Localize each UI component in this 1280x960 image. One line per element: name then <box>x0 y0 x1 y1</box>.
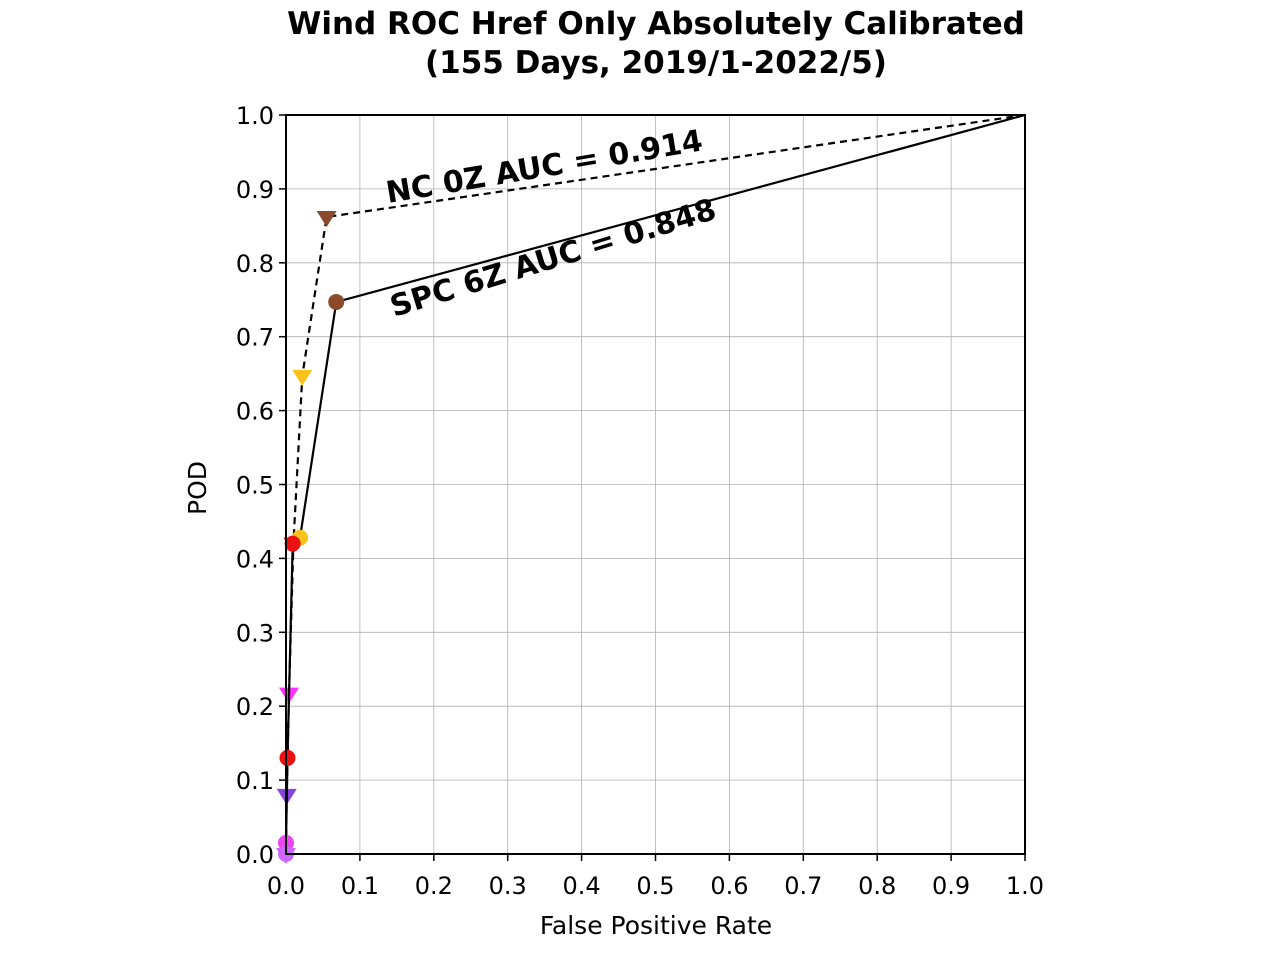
series-1-point <box>284 535 301 552</box>
x-tick-label: 0.7 <box>784 872 822 900</box>
y-tick-label: 0.1 <box>236 767 274 795</box>
y-tick-label: 0.5 <box>236 472 274 500</box>
y-tick-label: 0.2 <box>236 693 274 721</box>
x-tick-label: 0.8 <box>858 872 896 900</box>
x-tick-label: 0.9 <box>932 872 970 900</box>
axis-ticks: 0.0 0.1 0.2 0.3 0.4 0.5 0.6 0.7 0.8 0.9 1.0 0.0 0.1 0… <box>236 102 1044 900</box>
chart-title-line-2: (155 Days, 2019/1-2022/5) <box>425 45 887 81</box>
x-tick-label: 0.6 <box>710 872 748 900</box>
x-tick-label: 0.0 <box>267 872 305 900</box>
x-axis-label: False Positive Rate <box>540 911 772 940</box>
x-tick-label: 0.1 <box>341 872 379 900</box>
y-tick-label: 1.0 <box>236 102 274 130</box>
x-tick-label: 0.2 <box>415 872 453 900</box>
series-1-point <box>328 293 345 310</box>
series-0-point <box>292 369 313 386</box>
y-tick-label: 0.7 <box>236 324 274 352</box>
nc-0z-auc-annotation: NC 0Z AUC = 0.914 <box>384 124 706 211</box>
y-tick-label: 0.8 <box>236 250 274 278</box>
y-tick-label: 0.6 <box>236 398 274 426</box>
x-tick-label: 0.4 <box>563 872 601 900</box>
x-tick-label: 0.5 <box>636 872 674 900</box>
plot-frame <box>285 114 1026 855</box>
chart-title-line-1: Wind ROC Href Only Absolutely Calibrated <box>287 6 1025 42</box>
y-tick-label: 0.4 <box>236 545 274 573</box>
spc-6z-auc-annotation: SPC 6Z AUC = 0.848 <box>386 192 720 325</box>
y-tick-label: 0.0 <box>236 841 274 869</box>
x-tick-label: 0.3 <box>489 872 527 900</box>
series-1-point <box>279 749 296 766</box>
series-0-point <box>316 210 337 227</box>
y-axis-label: POD <box>183 461 212 515</box>
y-tick-label: 0.9 <box>236 176 274 204</box>
y-tick-label: 0.3 <box>236 619 274 647</box>
x-tick-label: 1.0 <box>1006 872 1044 900</box>
